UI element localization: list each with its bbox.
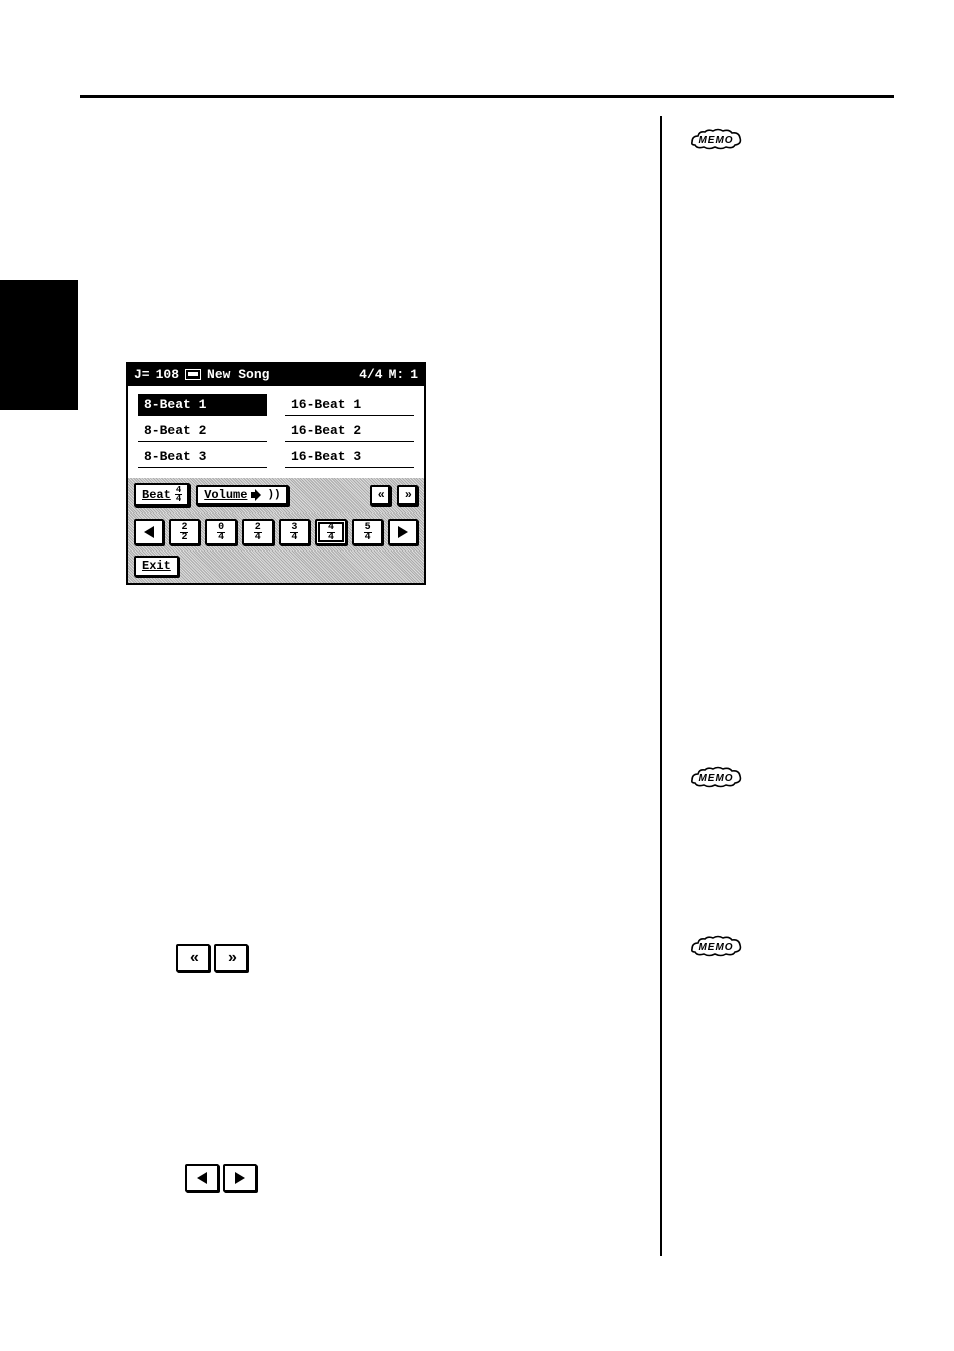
page-button-pair: « »	[176, 944, 248, 972]
volume-button[interactable]: Volume ))	[196, 485, 288, 506]
pattern-item[interactable]: 16-Beat 1	[285, 394, 414, 416]
page-next-button[interactable]: »	[397, 485, 418, 506]
measure-number: 1	[410, 367, 418, 382]
tempo-value: 108	[156, 367, 179, 382]
memo-badge: MEMO	[688, 766, 744, 788]
memo-badge: MEMO	[688, 935, 744, 957]
pattern-item[interactable]: 8-Beat 2	[138, 420, 267, 442]
arrow-right-icon	[235, 1172, 245, 1184]
page-next-button[interactable]: »	[214, 944, 248, 972]
pattern-item[interactable]: 16-Beat 3	[285, 446, 414, 468]
beat-label: Beat	[142, 488, 171, 502]
lcd-screenshot: J= 108 New Song 4/4 M: 1 8-Beat 1 8-Beat …	[126, 362, 426, 585]
page-prev-button[interactable]: «	[370, 485, 391, 506]
beat-option-selected[interactable]: 44	[315, 519, 347, 545]
exit-button[interactable]: Exit	[134, 556, 179, 577]
sidebar-divider	[660, 116, 662, 1256]
beat-scroll-right-button[interactable]	[388, 519, 418, 545]
pattern-item[interactable]: 16-Beat 2	[285, 420, 414, 442]
timesig: 4/4	[359, 367, 382, 382]
beat-button[interactable]: Beat 4 4	[134, 483, 190, 507]
volume-label: Volume	[204, 488, 247, 502]
song-title: New Song	[207, 367, 269, 382]
beat-option[interactable]: 04	[205, 519, 237, 545]
arrow-right-icon	[398, 526, 408, 538]
disk-icon	[185, 369, 201, 380]
beat-option[interactable]: 22	[169, 519, 201, 545]
exit-row: Exit	[128, 551, 424, 583]
arrow-left-icon	[144, 526, 154, 538]
svg-text:MEMO: MEMO	[698, 135, 733, 146]
arrow-left-button[interactable]	[185, 1164, 219, 1192]
speaker-icon	[251, 489, 265, 501]
softkey-row: Beat 4 4 Volume )) « »	[128, 478, 424, 513]
arrow-right-button[interactable]	[223, 1164, 257, 1192]
page-prev-button[interactable]: «	[176, 944, 210, 972]
pattern-list: 8-Beat 1 8-Beat 2 8-Beat 3 16-Beat 1 16-…	[128, 386, 424, 478]
beat-fraction: 4 4	[175, 486, 182, 503]
arrow-button-pair	[185, 1164, 257, 1192]
memo-badge: MEMO	[688, 128, 744, 150]
tempo-prefix: J=	[134, 367, 150, 382]
section-tab	[0, 280, 78, 410]
top-rule	[80, 95, 894, 98]
beat-option[interactable]: 24	[242, 519, 274, 545]
sound-waves-icon: ))	[267, 489, 280, 501]
svg-text:MEMO: MEMO	[698, 942, 733, 953]
beat-option[interactable]: 34	[279, 519, 311, 545]
arrow-left-icon	[197, 1172, 207, 1184]
pattern-item[interactable]: 8-Beat 3	[138, 446, 267, 468]
measure-prefix: M:	[389, 367, 405, 382]
beat-row: 22 04 24 34 44 54	[128, 513, 424, 551]
pattern-item[interactable]: 8-Beat 1	[138, 394, 267, 416]
svg-text:MEMO: MEMO	[698, 773, 733, 784]
lcd-header: J= 108 New Song 4/4 M: 1	[128, 364, 424, 386]
beat-scroll-left-button[interactable]	[134, 519, 164, 545]
beat-option[interactable]: 54	[352, 519, 384, 545]
